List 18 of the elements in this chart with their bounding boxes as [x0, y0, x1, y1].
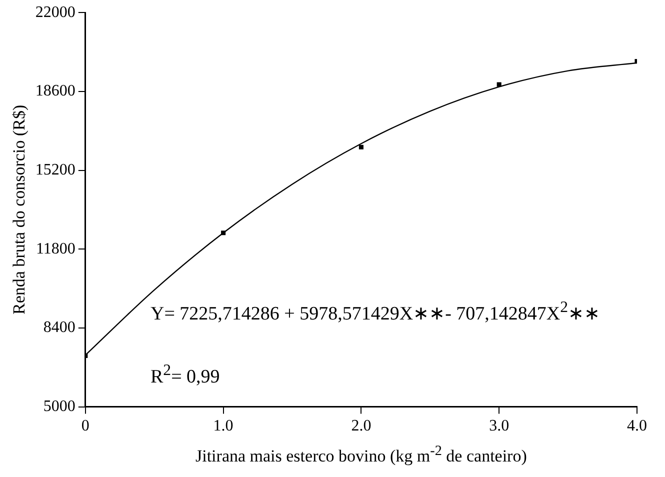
- y-tick-label: 5000: [43, 398, 76, 416]
- x-tick-label: 3.0: [489, 418, 510, 435]
- x-tick-label: 2.0: [351, 418, 372, 435]
- x-axis-title: Jitirana mais esterco bovino (kg m$^{-2}$ de canteiro): [195, 443, 527, 467]
- y-tick-label: 18600: [35, 82, 76, 100]
- point: [358, 144, 364, 150]
- point: [496, 82, 502, 87]
- y-tick-label: 8400: [43, 319, 76, 336]
- x-tick-label: 0: [81, 418, 90, 435]
- point: [221, 230, 226, 236]
- annotation: R$^{2}$= 0,99: [150, 362, 220, 388]
- y-tick-label: 15200: [35, 161, 76, 178]
- y-tick-label: 11800: [36, 240, 76, 258]
- y-tick-label: 22000: [35, 4, 76, 21]
- annotation: Y= 7225,714286 + 5978,571429X∗∗- 707,142847X$^{2}$∗∗: [150, 299, 600, 325]
- x-tick-label: 1.0: [213, 418, 234, 435]
- x-tick-label: 4.0: [627, 418, 647, 435]
- y-axis-title: Renda bruta do consorcio (R$): [10, 104, 29, 315]
